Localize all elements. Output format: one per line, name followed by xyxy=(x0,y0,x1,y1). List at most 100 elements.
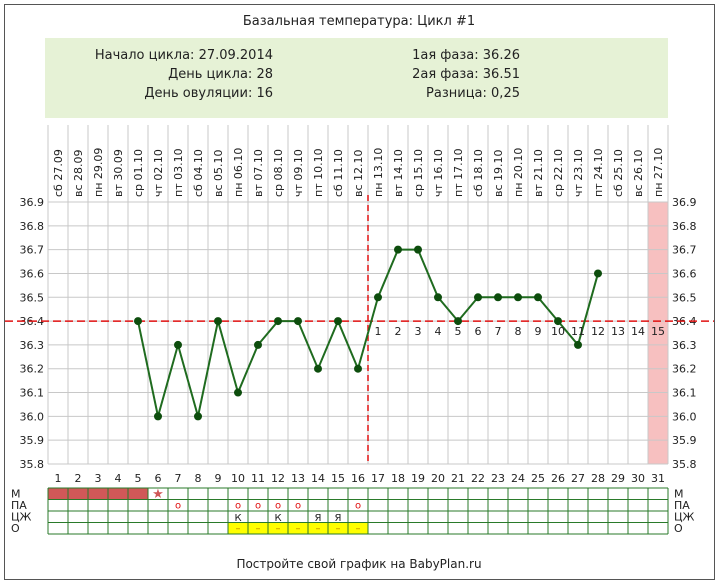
day-header: вс 19.10 xyxy=(492,149,505,197)
o-cell xyxy=(228,522,248,534)
pa-mark: o xyxy=(355,501,361,512)
o-cell xyxy=(328,522,348,534)
temperature-point xyxy=(594,269,602,278)
temperature-point xyxy=(354,364,362,373)
x-day-label: 5 xyxy=(135,472,142,485)
day-header: пн 06.10 xyxy=(232,148,245,197)
phase2-day-label: 3 xyxy=(415,325,422,338)
phase2-day-label: 12 xyxy=(591,325,605,338)
x-day-label: 4 xyxy=(115,472,122,485)
chart-frame: Базальная температура: Цикл #1 Начало ци… xyxy=(4,4,715,580)
day-header: пт 10.10 xyxy=(312,148,325,197)
day-header: вс 05.10 xyxy=(212,149,225,197)
pa-mark: o xyxy=(295,501,301,512)
menstruation-cell xyxy=(68,488,88,500)
day-header: пн 20.10 xyxy=(512,148,525,197)
x-day-label: 19 xyxy=(411,472,425,485)
day-header: пн 27.10 xyxy=(652,148,665,197)
cycle-start: Начало цикла: 27.09.2014 xyxy=(95,48,273,63)
x-day-label: 25 xyxy=(531,472,545,485)
pa-mark: o xyxy=(235,501,241,512)
x-day-label: 22 xyxy=(471,472,485,485)
x-day-label: 9 xyxy=(215,472,222,485)
temperature-point xyxy=(534,293,542,302)
pa-mark: o xyxy=(175,501,181,512)
phase1-average: 1ая фаза: 36.26 xyxy=(412,48,520,63)
x-day-label: 31 xyxy=(651,472,665,485)
y-tick-label-left: 36.6 xyxy=(20,267,45,280)
temperature-point xyxy=(574,340,582,349)
table-row-label-right: О xyxy=(674,522,683,535)
phase2-average: 2ая фаза: 36.51 xyxy=(412,67,520,82)
x-day-label: 26 xyxy=(551,472,565,485)
phase2-day-label: 1 xyxy=(375,325,382,338)
y-tick-label-right: 36.8 xyxy=(672,220,697,233)
phase2-day-label: 5 xyxy=(455,325,462,338)
o-mark: – xyxy=(256,524,261,535)
day-header: пн 13.10 xyxy=(372,148,385,197)
x-day-label: 17 xyxy=(371,472,385,485)
y-tick-label-left: 36.1 xyxy=(20,387,45,400)
x-day-label: 28 xyxy=(591,472,605,485)
y-tick-label-left: 35.9 xyxy=(20,434,45,447)
menstruation-cell xyxy=(108,488,128,500)
day-header: пт 24.10 xyxy=(592,148,605,197)
day-header: сб 25.10 xyxy=(612,149,625,197)
o-cell xyxy=(308,522,328,534)
day-header: чт 09.10 xyxy=(292,149,305,197)
x-day-label: 15 xyxy=(331,472,345,485)
info-panel xyxy=(45,38,668,118)
day-header: ср 15.10 xyxy=(412,149,425,197)
temperature-point xyxy=(174,340,182,349)
highlight-day-column xyxy=(648,202,668,464)
day-header: ср 08.10 xyxy=(272,149,285,197)
bbt-chart: Базальная температура: Цикл #1 Начало ци… xyxy=(5,14,714,571)
phase2-day-label: 2 xyxy=(395,325,402,338)
y-tick-label-right: 35.8 xyxy=(672,458,697,471)
day-header: ср 01.10 xyxy=(132,149,145,197)
temperature-point xyxy=(134,317,142,326)
cj-mark: К xyxy=(274,513,281,524)
o-mark: – xyxy=(296,524,301,535)
o-mark: – xyxy=(236,524,241,535)
temperature-point xyxy=(414,245,422,254)
y-tick-label-right: 36.5 xyxy=(672,291,697,304)
cj-mark: Я xyxy=(335,513,342,524)
table-row-label-left: ЦЖ xyxy=(11,511,32,524)
day-header: сб 18.10 xyxy=(472,149,485,197)
phase2-day-label: 4 xyxy=(435,325,442,338)
footer-link[interactable]: Постройте свой график на BabyPlan.ru xyxy=(236,557,481,571)
day-header: вт 07.10 xyxy=(252,149,265,197)
day-header: пт 17.10 xyxy=(452,148,465,197)
o-cell xyxy=(348,522,368,534)
menstruation-cell xyxy=(88,488,108,500)
x-day-label: 3 xyxy=(95,472,102,485)
y-tick-label-right: 36.3 xyxy=(672,339,697,352)
phase2-day-label: 8 xyxy=(515,325,522,338)
pa-mark: o xyxy=(275,501,281,512)
phase2-day-label: 13 xyxy=(611,325,625,338)
temperature-point xyxy=(474,293,482,302)
x-day-label: 24 xyxy=(511,472,525,485)
day-header: вт 30.09 xyxy=(112,149,125,197)
temperature-point xyxy=(494,293,502,302)
pa-mark: o xyxy=(255,501,261,512)
temperature-point xyxy=(194,412,202,421)
x-day-label: 30 xyxy=(631,472,645,485)
day-header: чт 23.10 xyxy=(572,149,585,197)
menstruation-cell xyxy=(48,488,68,500)
table-row-label-left: О xyxy=(11,522,20,535)
x-day-label: 12 xyxy=(271,472,285,485)
x-day-label: 21 xyxy=(451,472,465,485)
y-tick-label-left: 36.7 xyxy=(20,244,45,257)
x-day-label: 20 xyxy=(431,472,445,485)
day-header: пт 03.10 xyxy=(172,148,185,197)
table-row-label-right: М xyxy=(674,488,684,501)
y-tick-label-right: 36.6 xyxy=(672,267,697,280)
y-tick-label-right: 36.0 xyxy=(672,410,697,423)
x-day-label: 1 xyxy=(55,472,62,485)
temperature-point xyxy=(234,388,242,397)
day-header: вс 26.10 xyxy=(632,149,645,197)
y-tick-label-left: 36.8 xyxy=(20,220,45,233)
o-mark: – xyxy=(336,524,341,535)
